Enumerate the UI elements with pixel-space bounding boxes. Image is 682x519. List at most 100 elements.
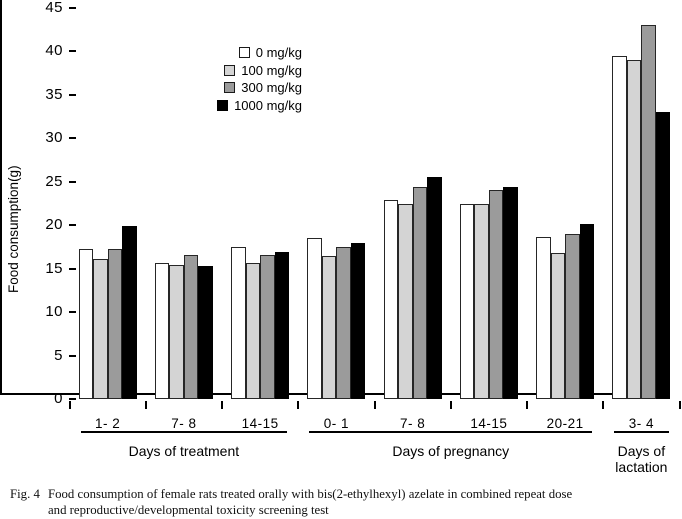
bar [655,112,671,399]
bar [579,224,595,399]
y-tick [69,50,76,53]
legend-label: 0 mg/kg [255,45,302,61]
bar [550,253,566,399]
y-tick [69,311,76,314]
legend-label: 300 mg/kg [241,80,302,96]
x-category-label: 14-15 [241,416,279,431]
bar [321,256,337,399]
legend-label: 100 mg/kg [241,62,302,78]
legend-item: 0 mg/kg [212,44,302,62]
bar [641,25,656,399]
section-label-line: Days of treatment [128,443,240,459]
bar [459,204,475,399]
bar [245,263,261,399]
x-tick [297,401,300,409]
caption-text: Food consumption of female rats treated … [48,487,676,518]
x-tick [602,401,605,409]
bar [612,56,627,399]
legend-item: 300 mg/kg [212,79,302,97]
y-tick [69,137,76,140]
y-tick [69,354,76,357]
bar [154,263,170,399]
bar [474,204,489,399]
bar [169,265,184,399]
x-axis-line [0,393,612,395]
legend-marker-swatch [217,99,229,111]
bar [412,187,428,399]
x-tick [68,401,71,409]
x-category-label: 14-15 [470,416,508,431]
bar [93,259,108,399]
y-tick [69,180,76,183]
bar [260,255,275,399]
section-label-line: Days of pregnancy [392,443,510,459]
y-tick [69,93,76,96]
bar [336,247,351,399]
x-category-label: 7- 8 [399,416,426,431]
y-tick [69,7,76,9]
x-category-label: 20-21 [546,416,584,431]
y-tick-label: 35 [45,85,63,103]
x-tick [449,401,452,409]
legend: 0 mg/kg 100 mg/kg 300 mg/kg 1000 mg/kg [212,44,302,114]
bar [78,249,94,399]
caption-line-1: Food consumption of female rats treated … [48,487,573,501]
bar [503,187,518,399]
y-tick [69,224,76,227]
x-tick [373,401,376,409]
legend-item: 1000 mg/kg [212,97,302,115]
bar [383,200,399,399]
y-tick-label: 10 [45,303,63,321]
section-underline [80,431,288,433]
bar [198,266,213,399]
bar [122,226,137,399]
y-tick [69,398,76,400]
caption-line-2: and reproductive/developmental toxicity … [48,502,329,517]
bar [183,255,199,399]
figure-caption: Fig. 4 Food consumption of female rats t… [10,487,676,518]
section-label: Days of pregnancy [392,443,509,459]
section-label-line: lactation [615,459,668,475]
bar [565,234,580,399]
x-category-label: 1- 2 [94,416,121,431]
y-tick-label: 20 [45,216,63,234]
x-tick [678,401,681,409]
bar [626,60,642,399]
section-underline [614,431,669,433]
legend-item: 100 mg/kg [212,62,302,80]
bar [231,247,246,399]
y-tick-label: 5 [54,346,63,364]
bar [274,252,290,399]
x-tick [221,401,223,409]
x-category-label: 0- 1 [323,416,350,431]
bar [398,204,413,399]
y-tick-label: 25 [45,172,63,190]
y-tick-label: 0 [54,390,63,407]
bar [350,243,366,399]
x-category-label: 7- 8 [171,416,197,431]
section-label: Days of treatment [129,443,240,459]
x-category-label: 3- 4 [628,416,655,431]
y-axis-line [0,0,2,393]
legend-marker-swatch [224,82,236,94]
caption-fig-label: Fig. 4 [10,487,40,501]
y-tick-label: 30 [45,129,63,147]
legend-marker-swatch [238,47,250,59]
section-label-line: Days of [617,443,666,459]
bar [488,190,504,399]
bar [107,249,123,399]
bar [427,177,442,399]
y-tick-label: 45 [45,0,63,16]
x-tick [144,401,147,409]
legend-label: 1000 mg/kg [234,97,302,113]
y-tick-label: 15 [45,259,63,277]
section-label: Days of lactation [615,443,667,475]
y-tick [69,267,76,270]
bar [536,237,551,399]
section-underline [309,431,593,433]
legend-marker-swatch [224,64,236,76]
y-tick-label: 40 [45,42,63,60]
x-tick [526,401,528,409]
